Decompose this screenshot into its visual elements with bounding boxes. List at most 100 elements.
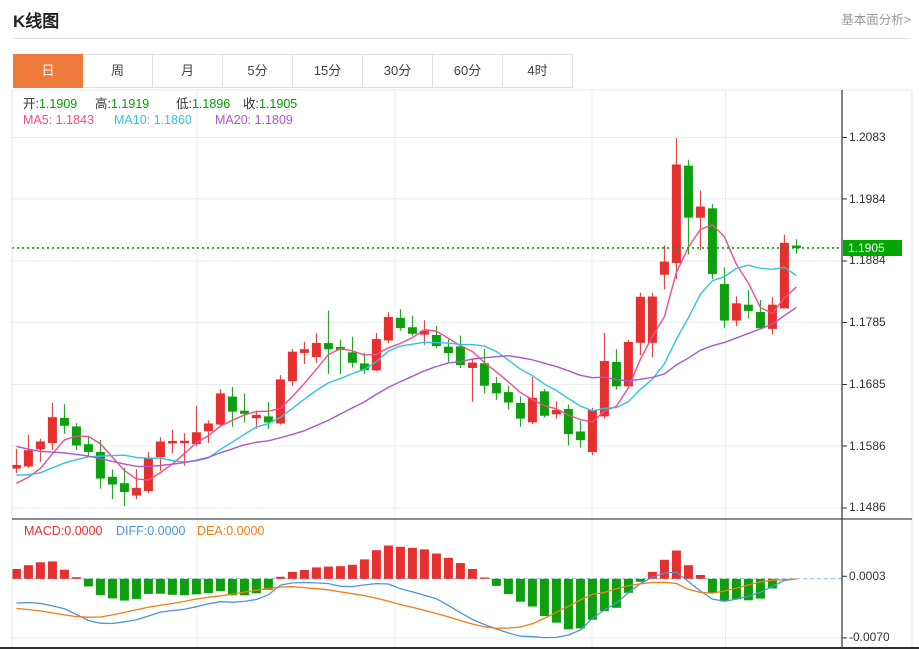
candle-body-up <box>647 296 657 343</box>
macd-bar-up <box>647 571 657 579</box>
legend-low: 低:1.1896 <box>176 97 231 111</box>
dea-line <box>16 578 797 629</box>
candle-body-down <box>479 363 489 386</box>
macd-bar-up <box>323 566 333 579</box>
macd-bar-up <box>47 561 57 579</box>
header-divider <box>13 38 910 39</box>
macd-bar-down <box>551 578 561 623</box>
candle-body-down <box>395 317 405 329</box>
candle-body-up <box>35 441 45 450</box>
macd-bar-up <box>23 565 33 579</box>
candle-body-down <box>443 346 453 354</box>
macd-bar-up <box>467 569 477 579</box>
tab-4hour[interactable]: 4时 <box>503 54 573 88</box>
candle-body-down <box>575 431 585 441</box>
candle-body-up <box>131 487 141 496</box>
candle-body-down <box>263 416 273 423</box>
macd-bar-up <box>11 569 21 579</box>
y-axis-label: 1.2083 <box>849 130 886 144</box>
macd-bar-down <box>263 578 273 590</box>
macd-bar-up <box>371 550 381 579</box>
candle-body-down <box>59 417 69 426</box>
macd-bar-down <box>611 578 621 608</box>
tab-15min[interactable]: 15分 <box>293 54 363 88</box>
candle-body-down <box>755 312 765 329</box>
candle-body-up <box>143 457 153 492</box>
macd-bar-down <box>143 578 153 594</box>
macd-bar-down <box>719 578 729 602</box>
y-axis-label: 1.1884 <box>849 253 886 267</box>
candle-body-down <box>83 444 93 452</box>
tab-day[interactable]: 日 <box>13 54 83 88</box>
macd-bar-up <box>347 564 357 579</box>
candle-body-up <box>311 342 321 358</box>
candle-body-down <box>743 304 753 311</box>
legend-close: 收:1.1905 <box>243 97 298 111</box>
candle-body-up <box>695 206 705 218</box>
macd-bar-up <box>359 559 369 579</box>
macd-bar-up <box>59 569 69 579</box>
y-axis-label: 1.1586 <box>849 439 886 453</box>
macd-bar-down <box>179 578 189 596</box>
candle-body-up <box>155 441 165 458</box>
legend-open: 开:1.1909 <box>23 97 78 111</box>
macd-bar-down <box>167 578 177 595</box>
macd-bar-down <box>731 578 741 600</box>
candle-body-down <box>431 334 441 347</box>
macd-bar-down <box>131 578 141 599</box>
candle-body-down <box>563 409 573 435</box>
macd-bar-up <box>275 576 285 579</box>
macd-bar-up <box>671 550 681 579</box>
interval-tab-bar: 日 周 月 5分 15分 30分 60分 4时 <box>13 54 573 88</box>
macd-bar-up <box>479 577 489 579</box>
tab-month[interactable]: 月 <box>153 54 223 88</box>
candle-body-up <box>11 464 21 469</box>
macd-bar-down <box>515 578 525 602</box>
candle-body-up <box>167 440 177 444</box>
macd-bar-up <box>683 565 693 579</box>
macd-bar-down <box>599 578 609 612</box>
candle-body-down <box>503 392 513 403</box>
macd-bar-down <box>743 578 753 601</box>
y-axis-label: 1.1984 <box>849 192 886 206</box>
candle-body-down <box>707 208 717 274</box>
macd-bar-up <box>455 563 465 579</box>
legend-high: 高:1.1919 <box>95 97 150 111</box>
candle-body-up <box>23 450 33 467</box>
candle-body-down <box>95 451 105 479</box>
candle-body-down <box>455 346 465 366</box>
legend-ma5: MA5: 1.1843 <box>23 113 94 127</box>
macd-bar-down <box>635 578 645 582</box>
candle-body-up <box>191 432 201 445</box>
macd-axis-label: -0.0070 <box>849 630 890 644</box>
candle-body-down <box>227 396 237 412</box>
macd-bar-down <box>527 578 537 607</box>
macd-bar-up <box>383 545 393 579</box>
macd-bar-down <box>107 578 117 599</box>
candle-body-up <box>767 304 777 329</box>
legend-ma20: MA20: 1.1809 <box>215 113 293 127</box>
macd-bar-down <box>491 578 501 586</box>
tab-30min[interactable]: 30分 <box>363 54 433 88</box>
candle-body-up <box>599 360 609 417</box>
tab-60min[interactable]: 60分 <box>433 54 503 88</box>
macd-bar-down <box>203 578 213 594</box>
macd-bar-up <box>35 562 45 579</box>
candle-body-up <box>659 261 669 275</box>
macd-bar-down <box>707 578 717 594</box>
diff-line <box>16 571 797 639</box>
macd-bar-up <box>299 569 309 579</box>
macd-bar-up <box>407 547 417 579</box>
macd-bar-down <box>755 578 765 599</box>
candle-body-down <box>791 245 801 248</box>
candle-body-up <box>551 410 561 415</box>
macd-bar-down <box>191 578 201 595</box>
macd-bar-down <box>95 578 105 596</box>
macd-bar-down <box>587 578 597 620</box>
legend-dea: DEA:0.0000 <box>197 524 265 538</box>
fundamental-analysis-link[interactable]: 基本面分析> <box>841 13 911 27</box>
tab-5min[interactable]: 5分 <box>223 54 293 88</box>
tab-week[interactable]: 周 <box>83 54 153 88</box>
